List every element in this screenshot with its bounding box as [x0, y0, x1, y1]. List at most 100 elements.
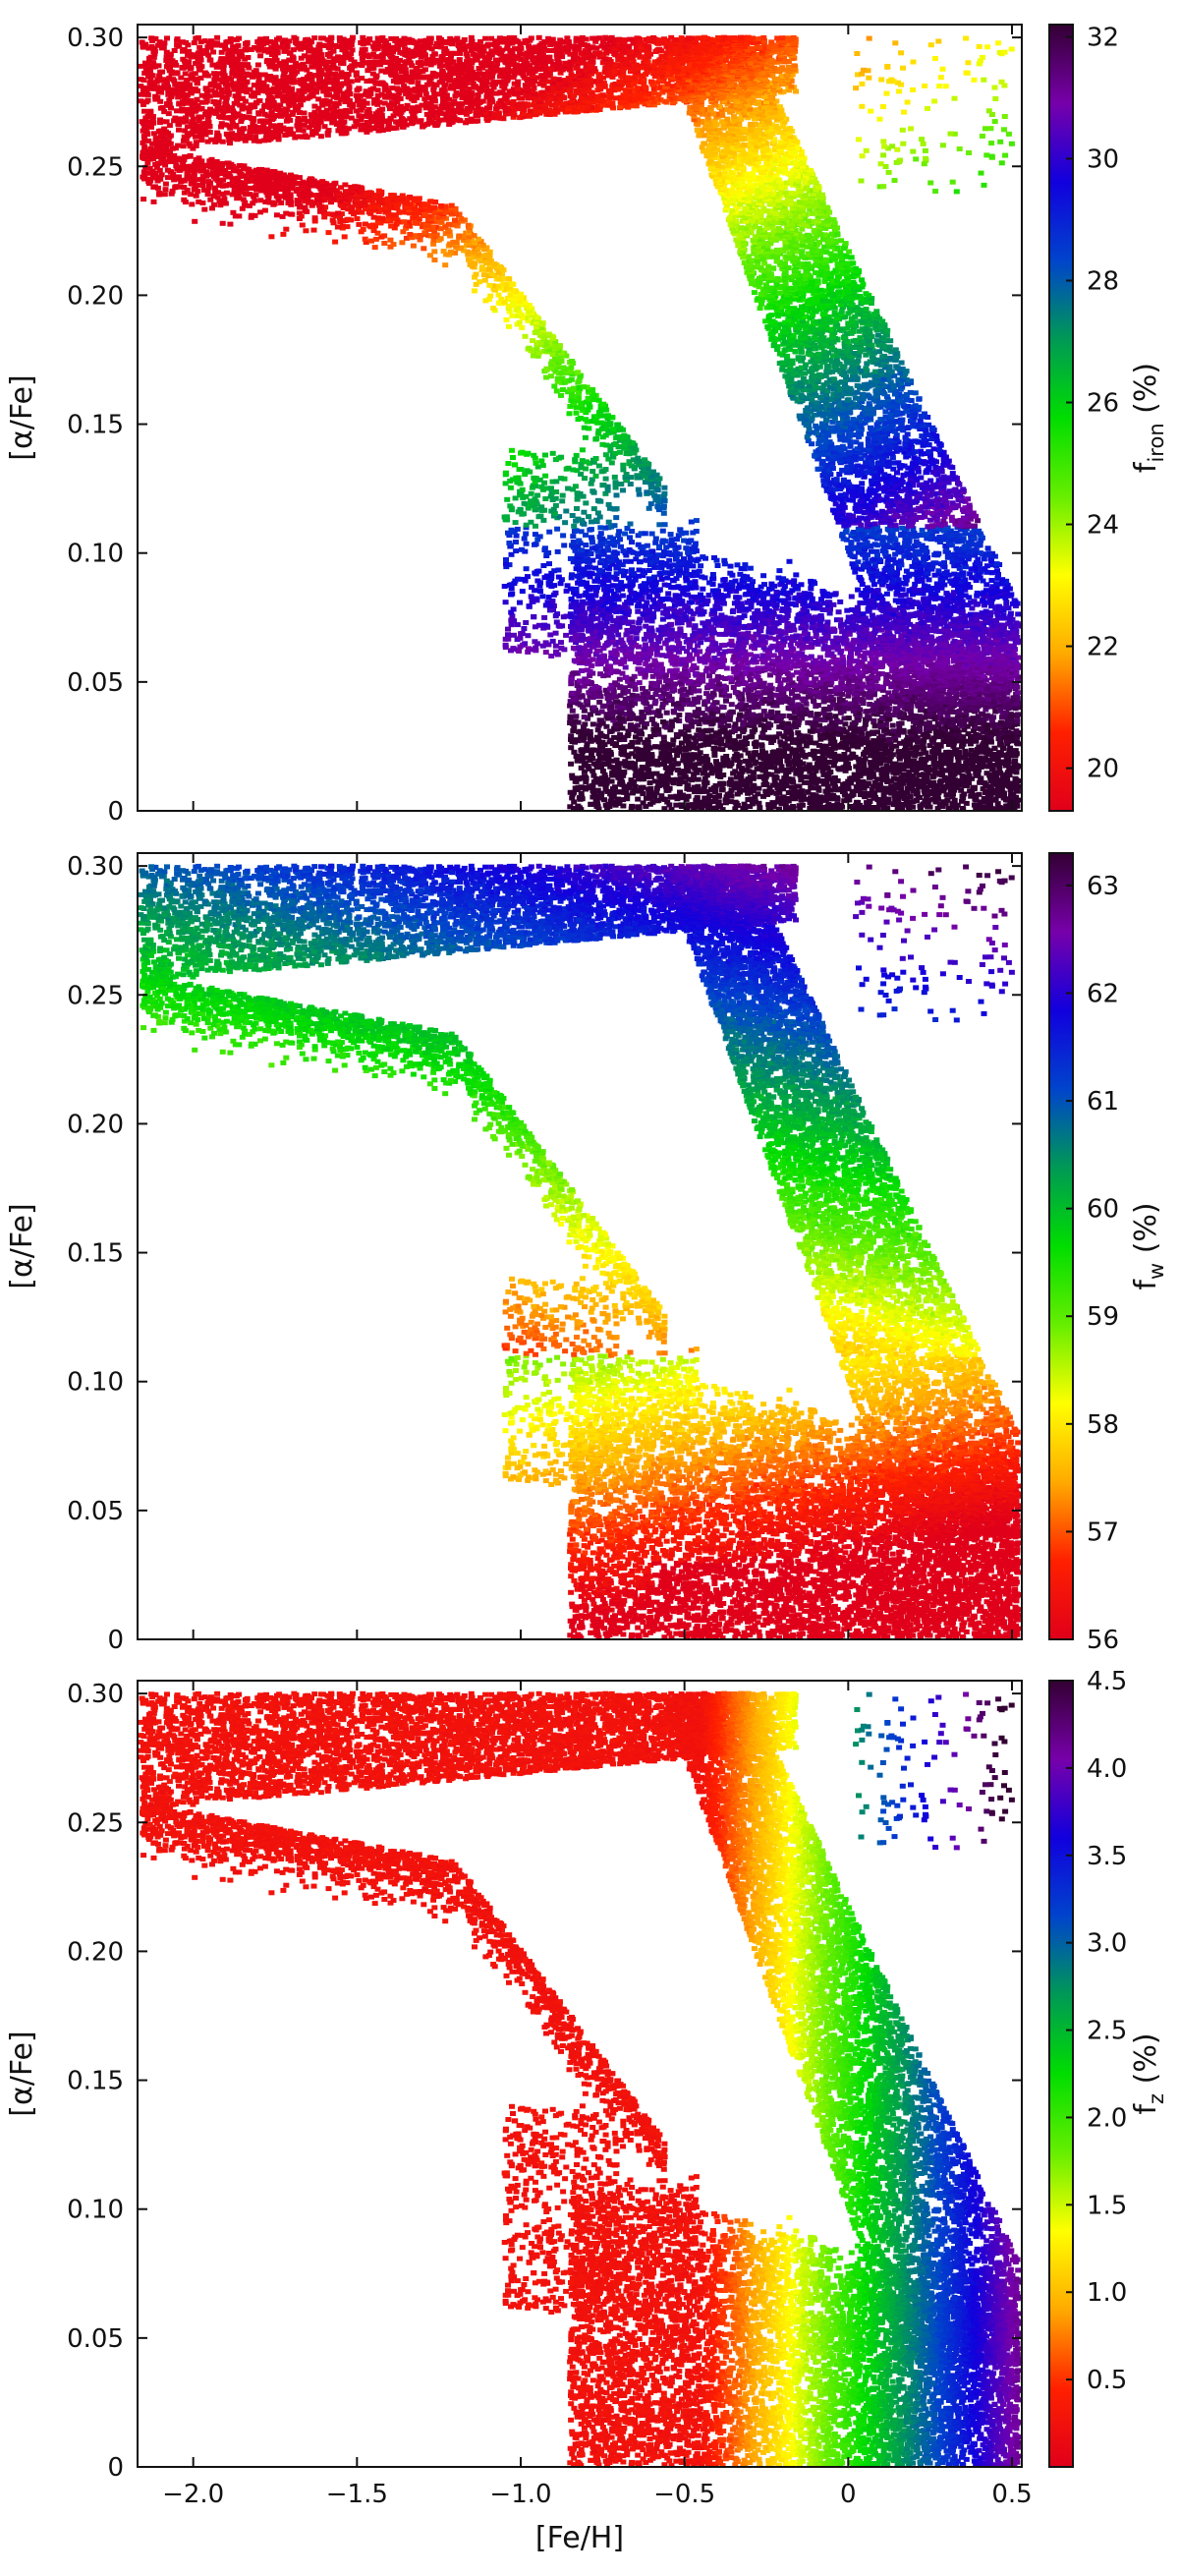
data-point — [1014, 690, 1021, 696]
data-point — [960, 755, 966, 761]
data-point — [659, 666, 666, 672]
data-point — [833, 706, 840, 712]
data-point — [663, 653, 670, 658]
data-point — [858, 730, 865, 736]
data-point — [910, 773, 917, 778]
data-point — [614, 796, 621, 802]
data-point — [757, 716, 763, 722]
data-point — [741, 706, 748, 712]
data-point — [982, 780, 987, 786]
data-point — [931, 765, 938, 771]
data-point — [961, 791, 968, 797]
data-point — [1002, 688, 1009, 694]
data-point — [779, 663, 786, 669]
data-point — [612, 799, 619, 805]
data-point — [910, 724, 917, 730]
data-point — [909, 745, 916, 751]
data-point — [622, 700, 628, 706]
data-point — [695, 804, 702, 810]
data-point — [691, 805, 698, 811]
data-point — [949, 716, 956, 722]
data-point — [943, 768, 950, 773]
data-point — [723, 698, 729, 704]
data-point — [583, 698, 590, 704]
data-point — [780, 794, 787, 800]
data-point — [985, 663, 992, 669]
data-point — [912, 688, 918, 694]
data-point — [768, 764, 775, 770]
data-point — [694, 714, 701, 719]
data-point — [645, 737, 651, 743]
data-point — [615, 765, 622, 771]
data-point — [597, 754, 603, 760]
data-point — [904, 789, 911, 795]
data-point — [840, 785, 847, 791]
data-point — [732, 799, 739, 805]
data-point — [794, 789, 801, 795]
data-point — [950, 710, 957, 715]
data-point — [923, 795, 929, 801]
data-point — [618, 701, 625, 706]
data-point — [567, 703, 574, 709]
data-point — [912, 660, 919, 666]
data-point — [683, 692, 690, 698]
data-point — [867, 702, 873, 707]
data-point — [830, 763, 837, 769]
data-point — [911, 663, 918, 669]
data-point — [662, 752, 668, 758]
data-point — [787, 735, 794, 741]
data-point — [768, 734, 775, 740]
data-point — [629, 751, 636, 757]
data-point — [922, 667, 928, 673]
data-point — [696, 695, 702, 701]
data-point — [824, 765, 831, 771]
data-point — [609, 741, 616, 747]
data-point — [991, 745, 998, 751]
data-point — [839, 654, 846, 659]
data-point — [777, 685, 784, 691]
data-point — [718, 736, 725, 742]
data-point — [781, 775, 788, 781]
data-point — [951, 674, 958, 680]
data-point — [776, 806, 782, 811]
data-point — [894, 657, 901, 662]
data-point — [809, 779, 815, 785]
data-point — [588, 679, 594, 685]
data-point — [689, 656, 696, 661]
data-point — [975, 803, 982, 809]
data-point — [642, 739, 648, 745]
data-point — [568, 761, 575, 767]
data-point — [876, 751, 883, 757]
data-point — [891, 698, 898, 704]
data-point — [743, 703, 749, 709]
data-point — [719, 786, 726, 792]
data-point — [814, 703, 821, 709]
data-point — [653, 663, 660, 668]
data-point — [691, 735, 698, 741]
data-point — [786, 713, 793, 718]
data-point — [637, 736, 644, 742]
data-point — [571, 658, 578, 663]
data-point — [696, 688, 702, 694]
data-point — [835, 753, 842, 759]
data-point — [580, 724, 587, 730]
data-point — [789, 776, 796, 782]
data-point — [680, 769, 687, 774]
data-point — [972, 792, 979, 798]
data-point — [613, 757, 620, 763]
data-point — [717, 803, 723, 809]
data-point — [913, 797, 920, 803]
data-point — [646, 654, 652, 659]
data-point — [693, 739, 700, 744]
data-point — [830, 654, 837, 659]
data-point — [675, 761, 681, 767]
data-point — [862, 669, 869, 675]
data-point — [640, 776, 646, 781]
data-point — [983, 713, 990, 718]
data-point — [607, 798, 614, 804]
data-point — [582, 676, 589, 682]
data-point — [884, 729, 891, 735]
data-point — [676, 781, 683, 786]
data-point — [924, 784, 930, 790]
data-point — [926, 710, 932, 716]
